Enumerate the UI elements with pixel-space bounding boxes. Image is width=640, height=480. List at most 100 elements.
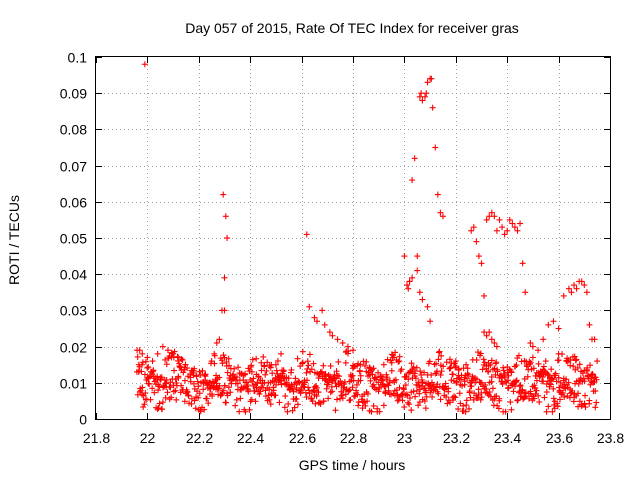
data-point (305, 384, 312, 391)
data-point (314, 318, 321, 325)
data-point (266, 386, 273, 393)
data-point (304, 358, 311, 365)
data-point (399, 397, 406, 404)
data-point (491, 213, 498, 220)
data-point (231, 365, 238, 372)
data-point (139, 350, 146, 357)
data-point (150, 367, 157, 374)
data-point (501, 231, 508, 238)
data-point (139, 384, 146, 391)
data-point (385, 382, 392, 389)
data-point (310, 360, 317, 367)
data-point (409, 177, 416, 184)
data-point (140, 404, 147, 411)
data-point (583, 289, 590, 296)
data-point (146, 380, 153, 387)
data-point (505, 385, 512, 392)
data-point (224, 369, 231, 376)
data-point (225, 355, 232, 362)
data-point (163, 361, 170, 368)
data-point (155, 387, 162, 394)
data-point (486, 329, 493, 336)
data-point (164, 389, 171, 396)
data-point (486, 389, 493, 396)
data-point (273, 367, 280, 374)
data-point (433, 370, 440, 377)
data-point (294, 401, 301, 408)
data-point (207, 385, 214, 392)
data-point (213, 339, 220, 346)
data-point (541, 394, 548, 401)
data-point (139, 359, 146, 366)
data-point (428, 379, 435, 386)
data-point (375, 369, 382, 376)
data-point (306, 303, 313, 310)
data-point (421, 369, 428, 376)
data-point (479, 366, 486, 373)
data-point (355, 402, 362, 409)
data-point (303, 369, 310, 376)
data-point (412, 393, 419, 400)
data-point (554, 403, 561, 410)
data-point (549, 408, 556, 415)
data-point (586, 397, 593, 404)
chart-title: Day 057 of 2015, Rate Of TEC Index for r… (185, 20, 519, 36)
data-point (559, 389, 566, 396)
data-point (480, 356, 487, 363)
data-point (370, 365, 377, 372)
data-point (163, 376, 170, 383)
data-point (452, 364, 459, 371)
data-point (378, 377, 385, 384)
data-point (452, 394, 459, 401)
data-point (249, 356, 256, 363)
data-point (464, 375, 471, 382)
data-point (594, 358, 601, 365)
data-point (542, 358, 549, 365)
data-point (582, 392, 589, 399)
data-point (302, 389, 309, 396)
data-point (185, 392, 192, 399)
data-point (435, 356, 442, 363)
data-point (327, 389, 334, 396)
data-point (321, 321, 328, 328)
data-point (384, 356, 391, 363)
data-point (428, 371, 435, 378)
data-point (530, 365, 537, 372)
data-point (282, 393, 289, 400)
data-point (582, 404, 589, 411)
data-point (563, 358, 570, 365)
data-point (429, 393, 436, 400)
x-tick-label: 23.6 (546, 430, 573, 446)
data-point (586, 321, 593, 328)
data-point (261, 362, 268, 369)
data-point (574, 364, 581, 371)
data-point (481, 359, 488, 366)
data-point (522, 393, 529, 400)
data-point (446, 356, 453, 363)
data-point (194, 378, 201, 385)
data-point (495, 405, 502, 412)
data-point (281, 404, 288, 411)
data-point (242, 408, 249, 415)
data-point (203, 395, 210, 402)
data-point (457, 376, 464, 383)
data-point (320, 362, 327, 369)
data-point (184, 389, 191, 396)
data-point (344, 343, 351, 350)
data-point (164, 347, 171, 354)
data-point (575, 403, 582, 410)
data-point (493, 227, 500, 234)
data-point (348, 373, 355, 380)
data-point (433, 360, 440, 367)
data-point (517, 382, 524, 389)
data-point (402, 382, 409, 389)
data-point (208, 358, 215, 365)
data-point (540, 336, 547, 343)
data-point (555, 325, 562, 332)
data-point (168, 394, 175, 401)
data-point (591, 336, 598, 343)
data-point (188, 400, 195, 407)
data-point (255, 373, 262, 380)
data-point (180, 369, 187, 376)
data-point (568, 289, 575, 296)
